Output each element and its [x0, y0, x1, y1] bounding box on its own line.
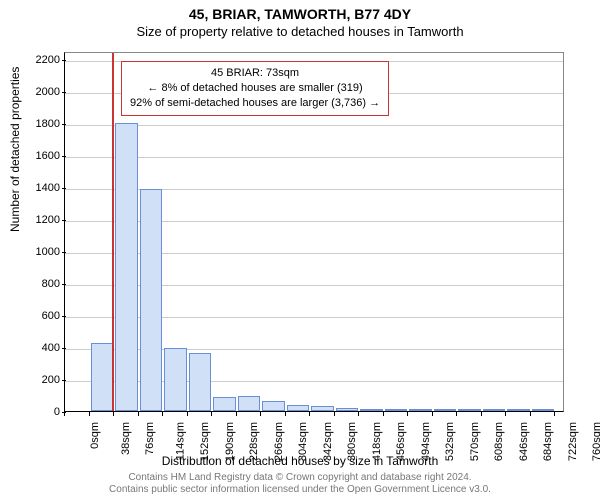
x-tick-label: 684sqm — [542, 422, 554, 461]
histogram-bar — [336, 408, 359, 411]
x-tick-label: 380sqm — [346, 422, 358, 461]
x-tick-label: 646sqm — [518, 422, 530, 461]
x-tick-mark — [530, 412, 531, 416]
histogram-bar — [213, 397, 236, 411]
histogram-bar — [115, 123, 138, 411]
x-tick-label: 266sqm — [273, 422, 285, 461]
y-tick-label: 2000 — [20, 86, 60, 98]
x-tick-mark — [260, 412, 261, 416]
histogram-bar — [458, 409, 481, 411]
chart-subtitle: Size of property relative to detached ho… — [0, 24, 600, 39]
chart-title: 45, BRIAR, TAMWORTH, B77 4DY — [0, 6, 600, 22]
x-tick-label: 418sqm — [371, 422, 383, 461]
histogram-bar — [140, 189, 163, 411]
footer-line-2: Contains public sector information licen… — [0, 484, 600, 496]
x-tick-mark — [285, 412, 286, 416]
histogram-bar — [311, 406, 334, 411]
x-tick-mark — [187, 412, 188, 416]
histogram-bar — [385, 409, 408, 411]
y-tick-label: 2200 — [20, 54, 60, 66]
x-tick-label: 456sqm — [395, 422, 407, 461]
y-tick-label: 1600 — [20, 150, 60, 162]
x-tick-mark — [236, 412, 237, 416]
x-tick-label: 722sqm — [567, 422, 579, 461]
x-tick-mark — [481, 412, 482, 416]
histogram-bar — [409, 409, 432, 411]
x-tick-mark — [383, 412, 384, 416]
gridline — [65, 125, 563, 126]
x-tick-mark — [113, 412, 114, 416]
y-tick-label: 1000 — [20, 246, 60, 258]
y-tick-label: 0 — [20, 406, 60, 418]
histogram-bar — [483, 409, 506, 411]
x-tick-mark — [432, 412, 433, 416]
annotation-line: 45 BRIAR: 73sqm — [130, 66, 380, 81]
histogram-bar — [532, 409, 555, 411]
x-tick-label: 494sqm — [420, 422, 432, 461]
annotation-line: ← 8% of detached houses are smaller (319… — [130, 81, 380, 96]
x-tick-mark — [505, 412, 506, 416]
x-tick-label: 152sqm — [199, 422, 211, 461]
x-tick-label: 532sqm — [444, 422, 456, 461]
annotation-line: 92% of semi-detached houses are larger (… — [130, 96, 380, 111]
x-tick-label: 228sqm — [248, 422, 260, 461]
y-tick-label: 1800 — [20, 118, 60, 130]
x-tick-mark — [89, 412, 90, 416]
x-tick-label: 114sqm — [174, 422, 186, 460]
x-tick-mark — [358, 412, 359, 416]
x-tick-label: 760sqm — [591, 422, 600, 461]
x-tick-label: 608sqm — [493, 422, 505, 461]
histogram-bar — [262, 401, 285, 411]
histogram-bar — [360, 409, 383, 411]
y-tick-label: 1400 — [20, 182, 60, 194]
y-tick-label: 200 — [20, 374, 60, 386]
histogram-bar — [507, 409, 530, 411]
x-tick-label: 76sqm — [144, 422, 156, 455]
x-tick-mark — [64, 412, 65, 416]
x-tick-mark — [309, 412, 310, 416]
histogram-bar — [91, 343, 114, 411]
annotation-box: 45 BRIAR: 73sqm← 8% of detached houses a… — [121, 61, 389, 116]
histogram-bar — [164, 348, 187, 411]
x-tick-mark — [334, 412, 335, 416]
property-marker-line — [112, 53, 114, 411]
x-tick-mark — [162, 412, 163, 416]
x-tick-mark — [138, 412, 139, 416]
x-tick-mark — [407, 412, 408, 416]
histogram-bar — [434, 409, 457, 411]
histogram-bar — [287, 405, 310, 411]
y-tick-label: 400 — [20, 342, 60, 354]
x-tick-label: 342sqm — [322, 422, 334, 461]
histogram-bar — [238, 396, 261, 411]
y-tick-label: 800 — [20, 278, 60, 290]
chart-plot-area: 45 BRIAR: 73sqm← 8% of detached houses a… — [64, 52, 564, 412]
x-tick-label: 190sqm — [224, 422, 236, 461]
x-tick-label: 304sqm — [297, 422, 309, 461]
y-tick-label: 1200 — [20, 214, 60, 226]
x-tick-mark — [456, 412, 457, 416]
y-tick-label: 600 — [20, 310, 60, 322]
footer-attribution: Contains HM Land Registry data © Crown c… — [0, 472, 600, 496]
gridline — [65, 157, 563, 158]
histogram-bar — [189, 353, 212, 411]
x-tick-mark — [554, 412, 555, 416]
x-tick-label: 38sqm — [120, 422, 132, 455]
x-tick-mark — [211, 412, 212, 416]
x-tick-label: 0sqm — [89, 422, 101, 449]
x-tick-label: 570sqm — [469, 422, 481, 461]
footer-line-1: Contains HM Land Registry data © Crown c… — [0, 472, 600, 484]
